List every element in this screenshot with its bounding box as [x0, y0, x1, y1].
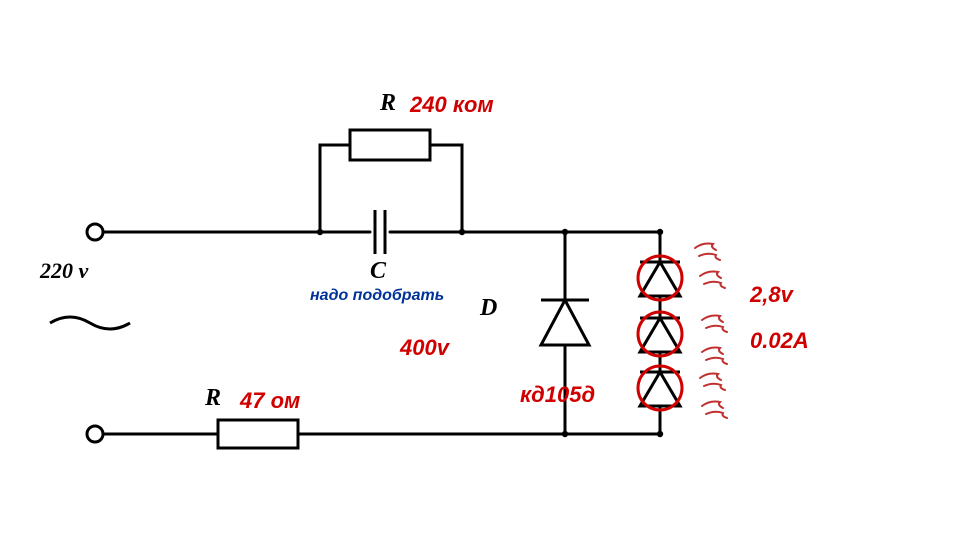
label-R_top: R: [379, 90, 396, 116]
label-D_part: кд105д: [520, 382, 595, 407]
junction: [562, 229, 568, 235]
label-D: D: [479, 295, 497, 321]
terminal: [87, 224, 103, 240]
label-C_note: надо подобрать: [310, 287, 444, 304]
junction: [657, 431, 663, 437]
light-ray-icon: [702, 316, 727, 333]
label-LED_v: 2,8v: [749, 282, 795, 307]
ac-source-icon: [50, 317, 130, 329]
light-ray-icon: [700, 374, 725, 391]
label-C: C: [370, 258, 387, 284]
resistor-bottom: [218, 420, 298, 448]
label-R_bot_val: 47 ом: [239, 388, 300, 413]
light-ray-icon: [702, 402, 727, 419]
light-ray-icon: [695, 244, 720, 261]
wire: [320, 145, 350, 232]
led-2: [638, 306, 682, 362]
label-R_bot: R: [204, 385, 221, 411]
diode-icon: [541, 300, 589, 345]
capacitor-gap: [377, 228, 384, 236]
junction: [562, 431, 568, 437]
junction: [459, 229, 465, 235]
label-D_volt: 400v: [399, 335, 451, 360]
label-V_in: 220 v: [39, 258, 89, 283]
junction: [317, 229, 323, 235]
led-3: [638, 362, 682, 416]
junction: [657, 229, 663, 235]
light-ray-icon: [700, 272, 725, 289]
light-ray-icon: [702, 348, 727, 365]
terminal: [87, 426, 103, 442]
resistor-top: [350, 130, 430, 160]
wire: [430, 145, 462, 232]
circuit-diagram: R 240 ком 220 v Cнадо подобрать D 400v кд105д 2…: [0, 0, 960, 540]
label-LED_i: 0.02A: [750, 328, 809, 353]
label-R_top_val: 240 ком: [409, 92, 494, 117]
led-1: [638, 250, 682, 306]
